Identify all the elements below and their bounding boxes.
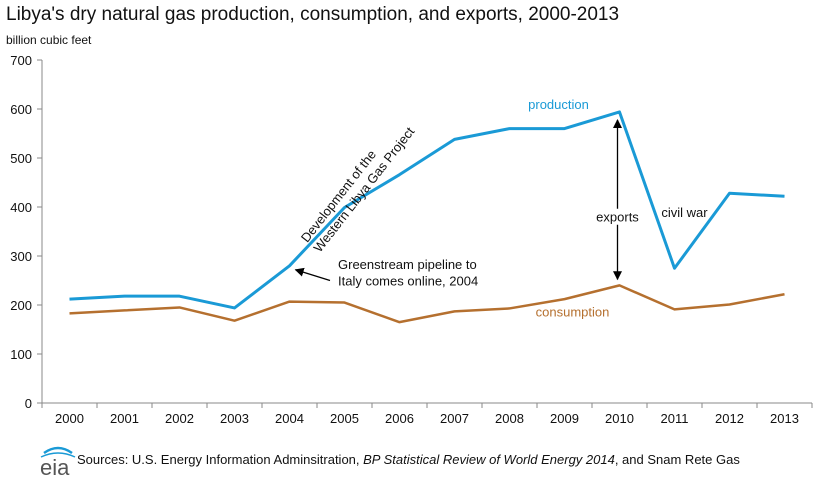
logo-arc2-icon [40,452,76,458]
y-tick-label: 500 [10,151,32,166]
chart-title: Libya's dry natural gas production, cons… [6,4,620,25]
axes: 0 100 200 300 400 500 600 700 2000 2001 2002 2003 20… [10,53,813,426]
logo-arc-icon [43,446,73,455]
x-tick-label: 2008 [495,411,524,426]
x-tick-label: 2006 [385,411,414,426]
x-tick-label: 2007 [440,411,469,426]
x-tick-label: 2010 [605,411,634,426]
y-tick-label: 600 [10,102,32,117]
x-tick-label: 2003 [220,411,249,426]
exports-label-bg [589,208,646,225]
series-lines [69,110,785,324]
greenstream-arrow [294,267,331,282]
greenstream-annotation-line1: Greenstream pipeline to [338,257,477,272]
exports-annotation: exports [596,210,639,225]
source-prefix: Sources: U.S. Energy Information Adminsi… [77,452,364,467]
x-tick-label: 2002 [165,411,194,426]
x-tick-label: 2005 [330,411,359,426]
x-tick-label: 2000 [55,411,84,426]
x-tick-label: 2012 [715,411,744,426]
civil-war-annotation: civil war [661,205,708,220]
eia-logo: eia [40,446,76,479]
y-tick-label: 300 [10,249,32,264]
x-tick-label: 2013 [770,411,799,426]
greenstream-annotation-line2: Italy comes online, 2004 [338,273,478,288]
y-tick-label: 200 [10,298,32,313]
source-note: Sources: U.S. Energy Information Adminsi… [77,452,740,467]
y-tick-label: 700 [10,53,32,68]
consumption-series-label: consumption [536,304,610,319]
x-tick-label: 2001 [110,411,139,426]
y-tick-label: 100 [10,347,32,362]
x-tick-label: 2009 [550,411,579,426]
source-suffix: , and Snam Rete Gas [614,452,740,467]
logo-text: eia [40,455,70,479]
series-line-production [69,110,785,310]
series-line-consumption [69,284,785,324]
y-tick-label: 0 [25,396,32,411]
production-series-label: production [528,97,589,112]
x-tick-label: 2011 [661,411,689,426]
x-tick-label: 2004 [275,411,304,426]
source-italic: BP Statistical Review of World Energy 20… [363,452,615,467]
western-libya-line2: Western Libya Gas Project [310,124,417,255]
y-axis-unit-label: billion cubic feet [6,33,92,47]
y-tick-label: 400 [10,200,32,215]
